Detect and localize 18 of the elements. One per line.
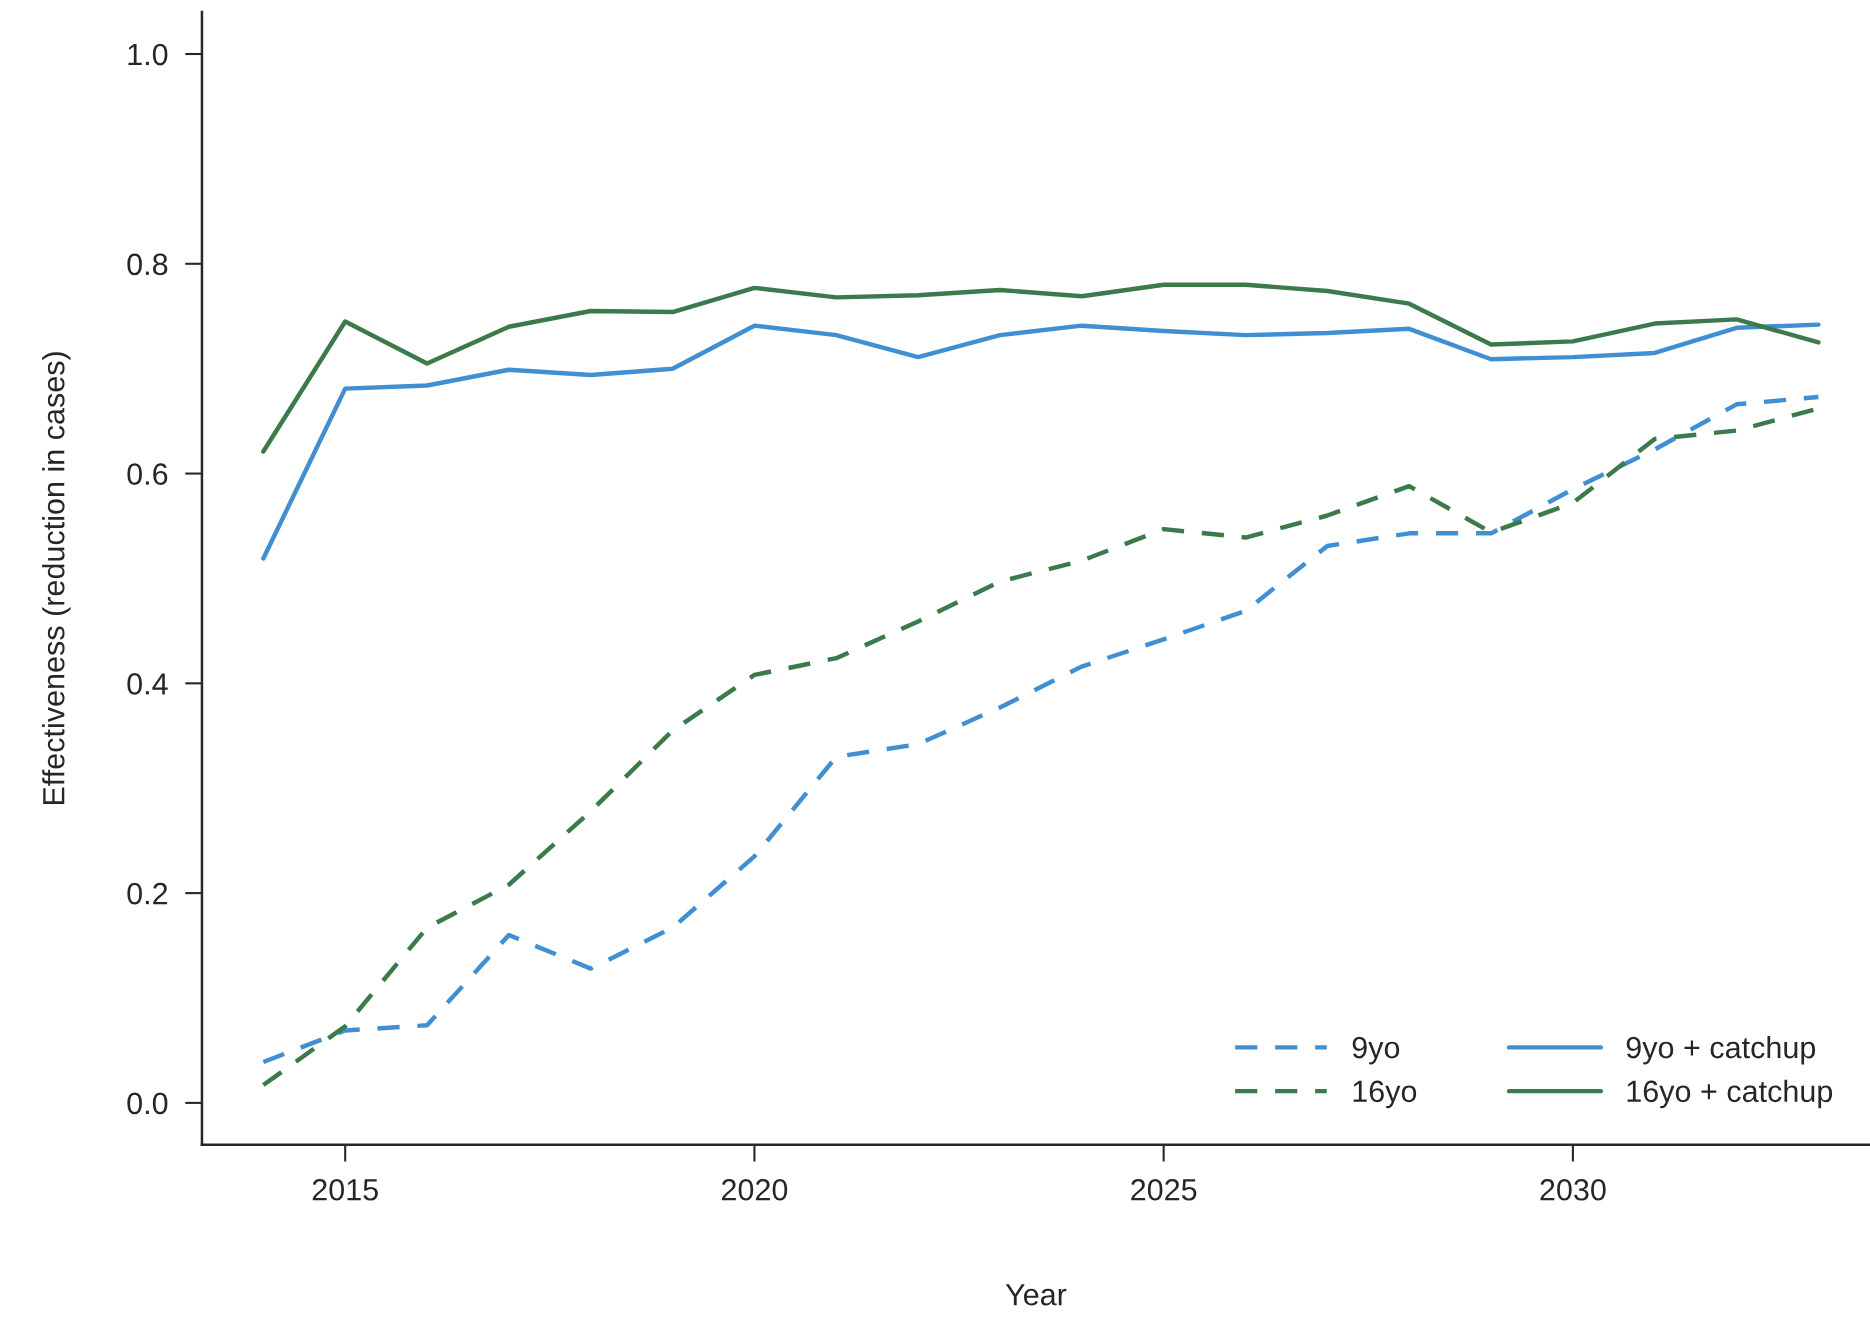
- y-tick-label: 0.8: [127, 253, 168, 276]
- x-tick-label: 2030: [1540, 1178, 1606, 1201]
- y-tick-label: 1.0: [128, 43, 168, 66]
- y-axis-title: Effectiveness (reduction in cases): [42, 352, 71, 805]
- legend-label: 9yo: [1352, 1036, 1400, 1065]
- legend-label: 16yo + catchup: [1627, 1079, 1833, 1109]
- y-tick-label: 0.0: [127, 1092, 168, 1115]
- line-series: [261, 282, 1821, 454]
- x-tick-label: 2015: [312, 1178, 378, 1201]
- legend-label: 16yo: [1353, 1080, 1417, 1109]
- x-axis-title: Year: [1005, 1284, 1067, 1306]
- y-tick-label: 0.2: [127, 882, 168, 905]
- y-tick-label: 0.6: [127, 463, 168, 485]
- line-series: [261, 322, 1821, 561]
- legend-label: 9yo + catchup: [1626, 1035, 1816, 1065]
- x-tick-label: 2020: [721, 1178, 788, 1201]
- x-tick-label: 2025: [1131, 1178, 1197, 1201]
- y-tick-label: 0.4: [127, 673, 168, 695]
